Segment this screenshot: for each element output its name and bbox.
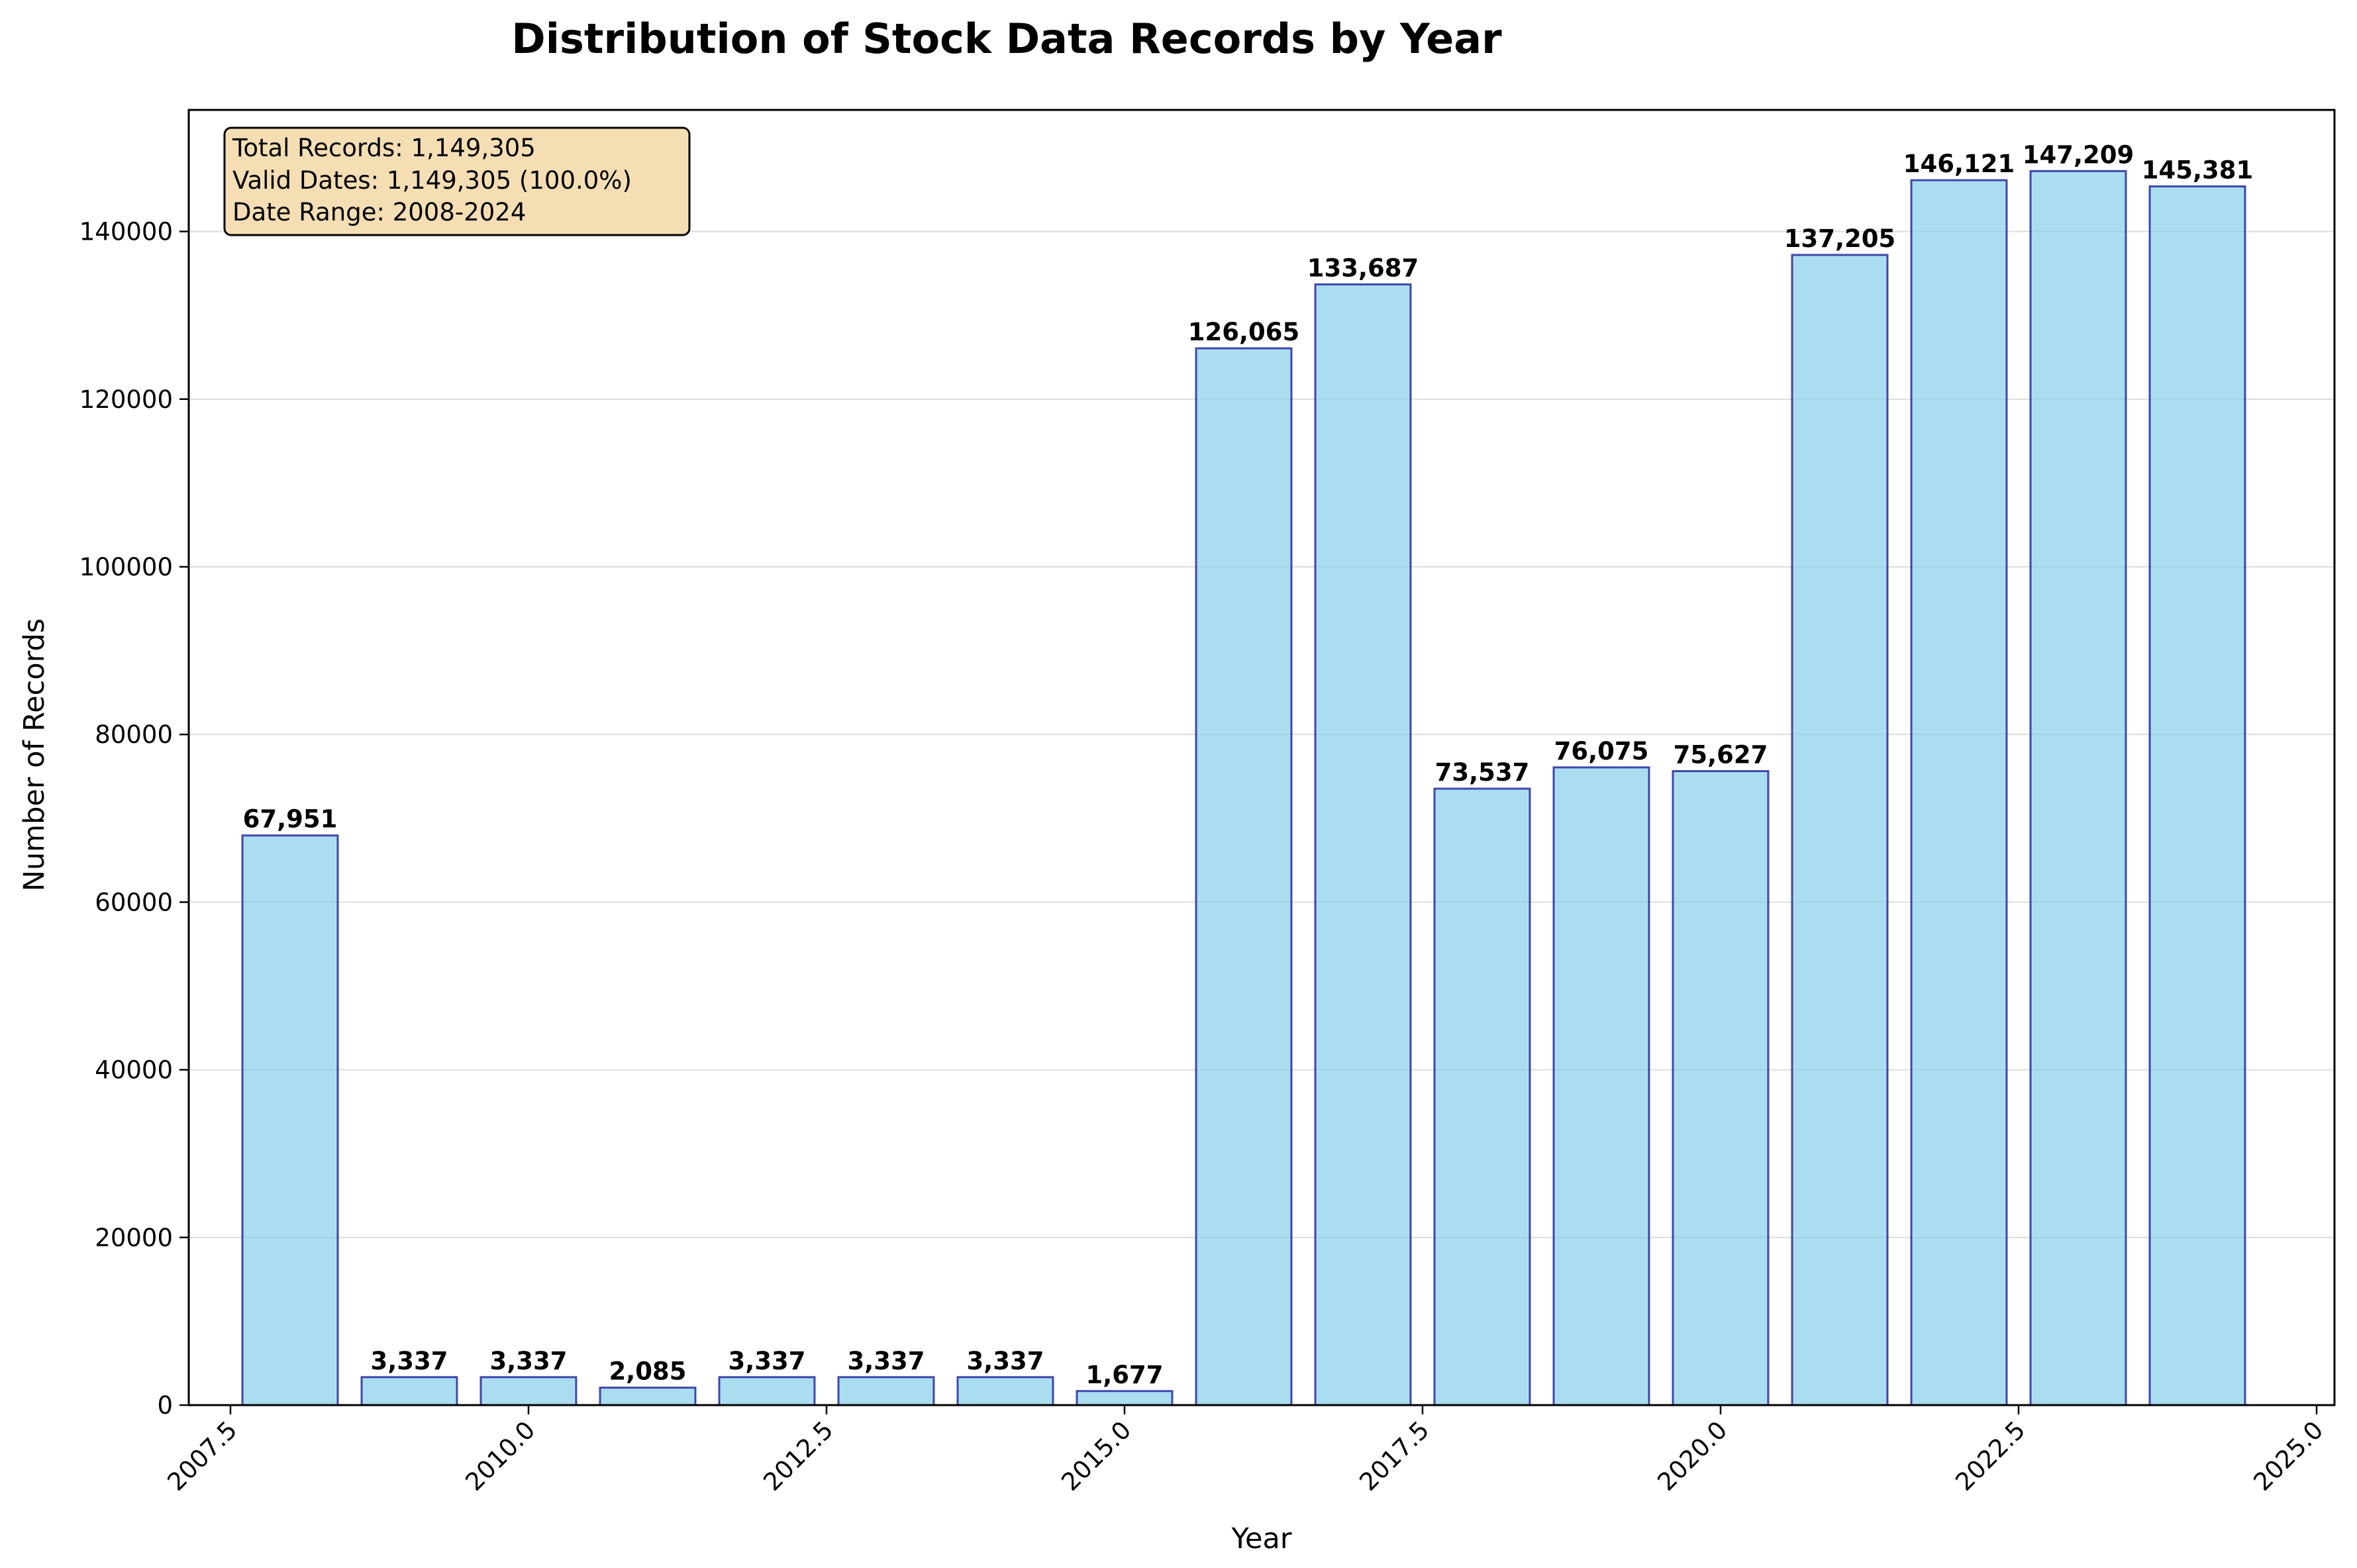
y-tick-label: 140000 [79,218,173,246]
x-tick-label: 2017.5 [1354,1416,1434,1496]
info-valid-dates: Valid Dates: 1,149,305 (100.0%) [232,166,632,195]
bar-2015 [1076,1390,1174,1406]
bar-2024 [2148,185,2246,1406]
x-tick-label: 2025.0 [2248,1416,2329,1496]
info-box-background [223,126,691,236]
y-tick-label: 0 [157,1391,173,1420]
bar-2016 [1195,347,1293,1406]
bar-2009 [360,1376,458,1406]
x-tick-label: 2022.5 [1950,1416,2031,1496]
data-label-2011: 2,085 [609,1357,686,1386]
bar-2012 [718,1376,816,1406]
bar-2023 [2029,170,2127,1406]
data-label-2016: 126,065 [1188,318,1300,346]
data-label-2022: 146,121 [1903,150,2015,178]
y-tick-label: 40000 [95,1056,173,1085]
summary-info-box: Total Records: 1,149,305 Valid Dates: 1,… [223,126,691,236]
x-axis-label: Year [1230,1522,1291,1555]
x-tick-label: 2010.0 [460,1416,540,1496]
bar-2013 [837,1376,935,1406]
data-label-2012: 3,337 [728,1347,805,1375]
data-label-2008: 67,951 [243,805,338,834]
y-axis-label: Number of Records [18,618,51,892]
data-label-2015: 1,677 [1085,1361,1163,1389]
bar-2019 [1552,766,1650,1406]
data-label-2018: 73,537 [1435,758,1530,787]
data-label-2017: 133,687 [1307,254,1419,282]
x-tick-label: 2015.0 [1056,1416,1136,1496]
data-label-2023: 147,209 [2023,140,2134,169]
y-tick-label: 120000 [79,385,173,414]
bar-2018 [1433,787,1531,1406]
bar-2020 [1672,770,1770,1406]
x-tick-label: 2020.0 [1652,1416,1732,1496]
data-label-2010: 3,337 [489,1347,567,1375]
y-tick-label: 60000 [95,888,173,916]
bar-2022 [1910,179,2008,1406]
data-label-2024: 145,381 [2142,156,2254,184]
y-tick-label: 100000 [79,553,173,581]
x-axis-ticks: 2007.5 2010.0 2012.5 2015.0 2017.5 2020.0 2022… [162,1405,2329,1496]
data-label-2021: 137,205 [1784,224,1896,253]
data-label-2020: 75,627 [1674,741,1768,769]
data-label-2014: 3,337 [966,1347,1044,1375]
x-tick-label: 2007.5 [162,1416,242,1496]
info-date-range: Date Range: 2008-2024 [232,198,526,226]
bar-2011 [599,1387,697,1406]
bar-2008 [241,834,339,1406]
data-label-2013: 3,337 [847,1347,925,1375]
bar-2017 [1314,283,1412,1406]
x-tick-label: 2012.5 [758,1416,838,1496]
y-tick-label: 80000 [95,720,173,749]
data-label-2009: 3,337 [370,1347,448,1375]
chart-title: Distribution of Stock Data Records by Ye… [511,15,1502,63]
y-axis-ticks: 0 20000 40000 60000 80000 100000 120000 140000 [79,218,189,1420]
data-labels: 67,951 3,337 3,337 2,085 3,337 3,337 3,337 1,67… [243,140,2254,1389]
y-tick-label: 20000 [95,1224,173,1252]
bar-2010 [479,1376,577,1406]
bar-2014 [956,1376,1054,1406]
info-total-records: Total Records: 1,149,305 [232,134,536,162]
bar-2021 [1791,254,1889,1406]
plot-frame [187,109,2336,1406]
data-label-2019: 76,075 [1554,737,1649,765]
bars [241,170,2246,1406]
